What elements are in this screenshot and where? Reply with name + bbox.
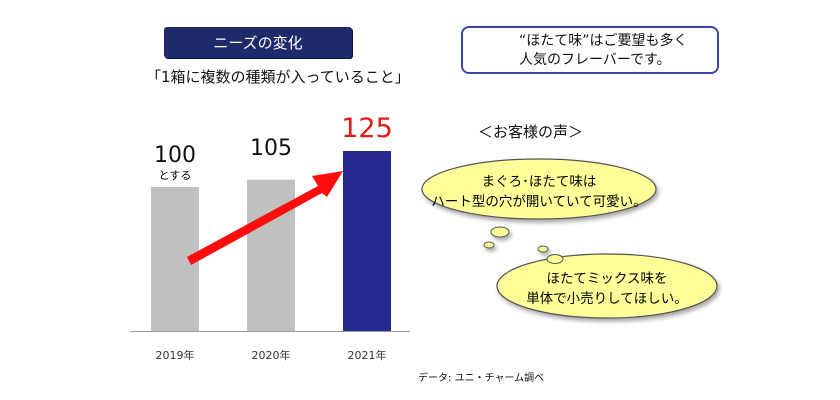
chart-subtitle: 「1箱に複数の種類が入っていること」 — [146, 68, 410, 86]
bar-3 — [343, 151, 391, 331]
callout-line-2: 人気のフレーバーです。 — [519, 52, 671, 68]
bubble-2-line-1: ほたてミックス味を — [546, 271, 667, 287]
bubble-2-line-2: 単体で小売りしてほしい。 — [526, 291, 688, 307]
title-box: ニーズの変化 — [164, 27, 352, 58]
page-title: ニーズの変化 — [213, 34, 303, 52]
customer-voices-title: ＜お客様の声＞ — [478, 123, 584, 141]
x-tick-label-3: 2021年 — [348, 348, 387, 362]
data-source-note: データ: ユニ・チャーム調べ — [418, 373, 545, 384]
callout-line-1: “ほたて味”はご要望も多く — [519, 33, 688, 49]
bar-value-label-2: 105 — [250, 136, 292, 161]
bar-value-label-1: 100 — [154, 143, 196, 168]
x-tick-label-2: 2020年 — [252, 348, 291, 362]
flavor-callout-box: “ほたて味”はご要望も多く 人気のフレーバーです。 — [461, 26, 719, 74]
bubble-1-line-1: まぐろ･ほたて味は — [482, 174, 597, 190]
speech-bubble-2 — [496, 245, 718, 319]
speech-bubble-1 — [421, 158, 657, 249]
bar-value-label-3: 125 — [341, 113, 393, 144]
x-tick-label-1: 2019年 — [156, 348, 195, 362]
base-note-label: とする — [159, 169, 192, 182]
growth-arrow — [187, 171, 343, 265]
bubble-1-line-2: ハート型の穴が開いていて可愛い。 — [431, 194, 646, 210]
